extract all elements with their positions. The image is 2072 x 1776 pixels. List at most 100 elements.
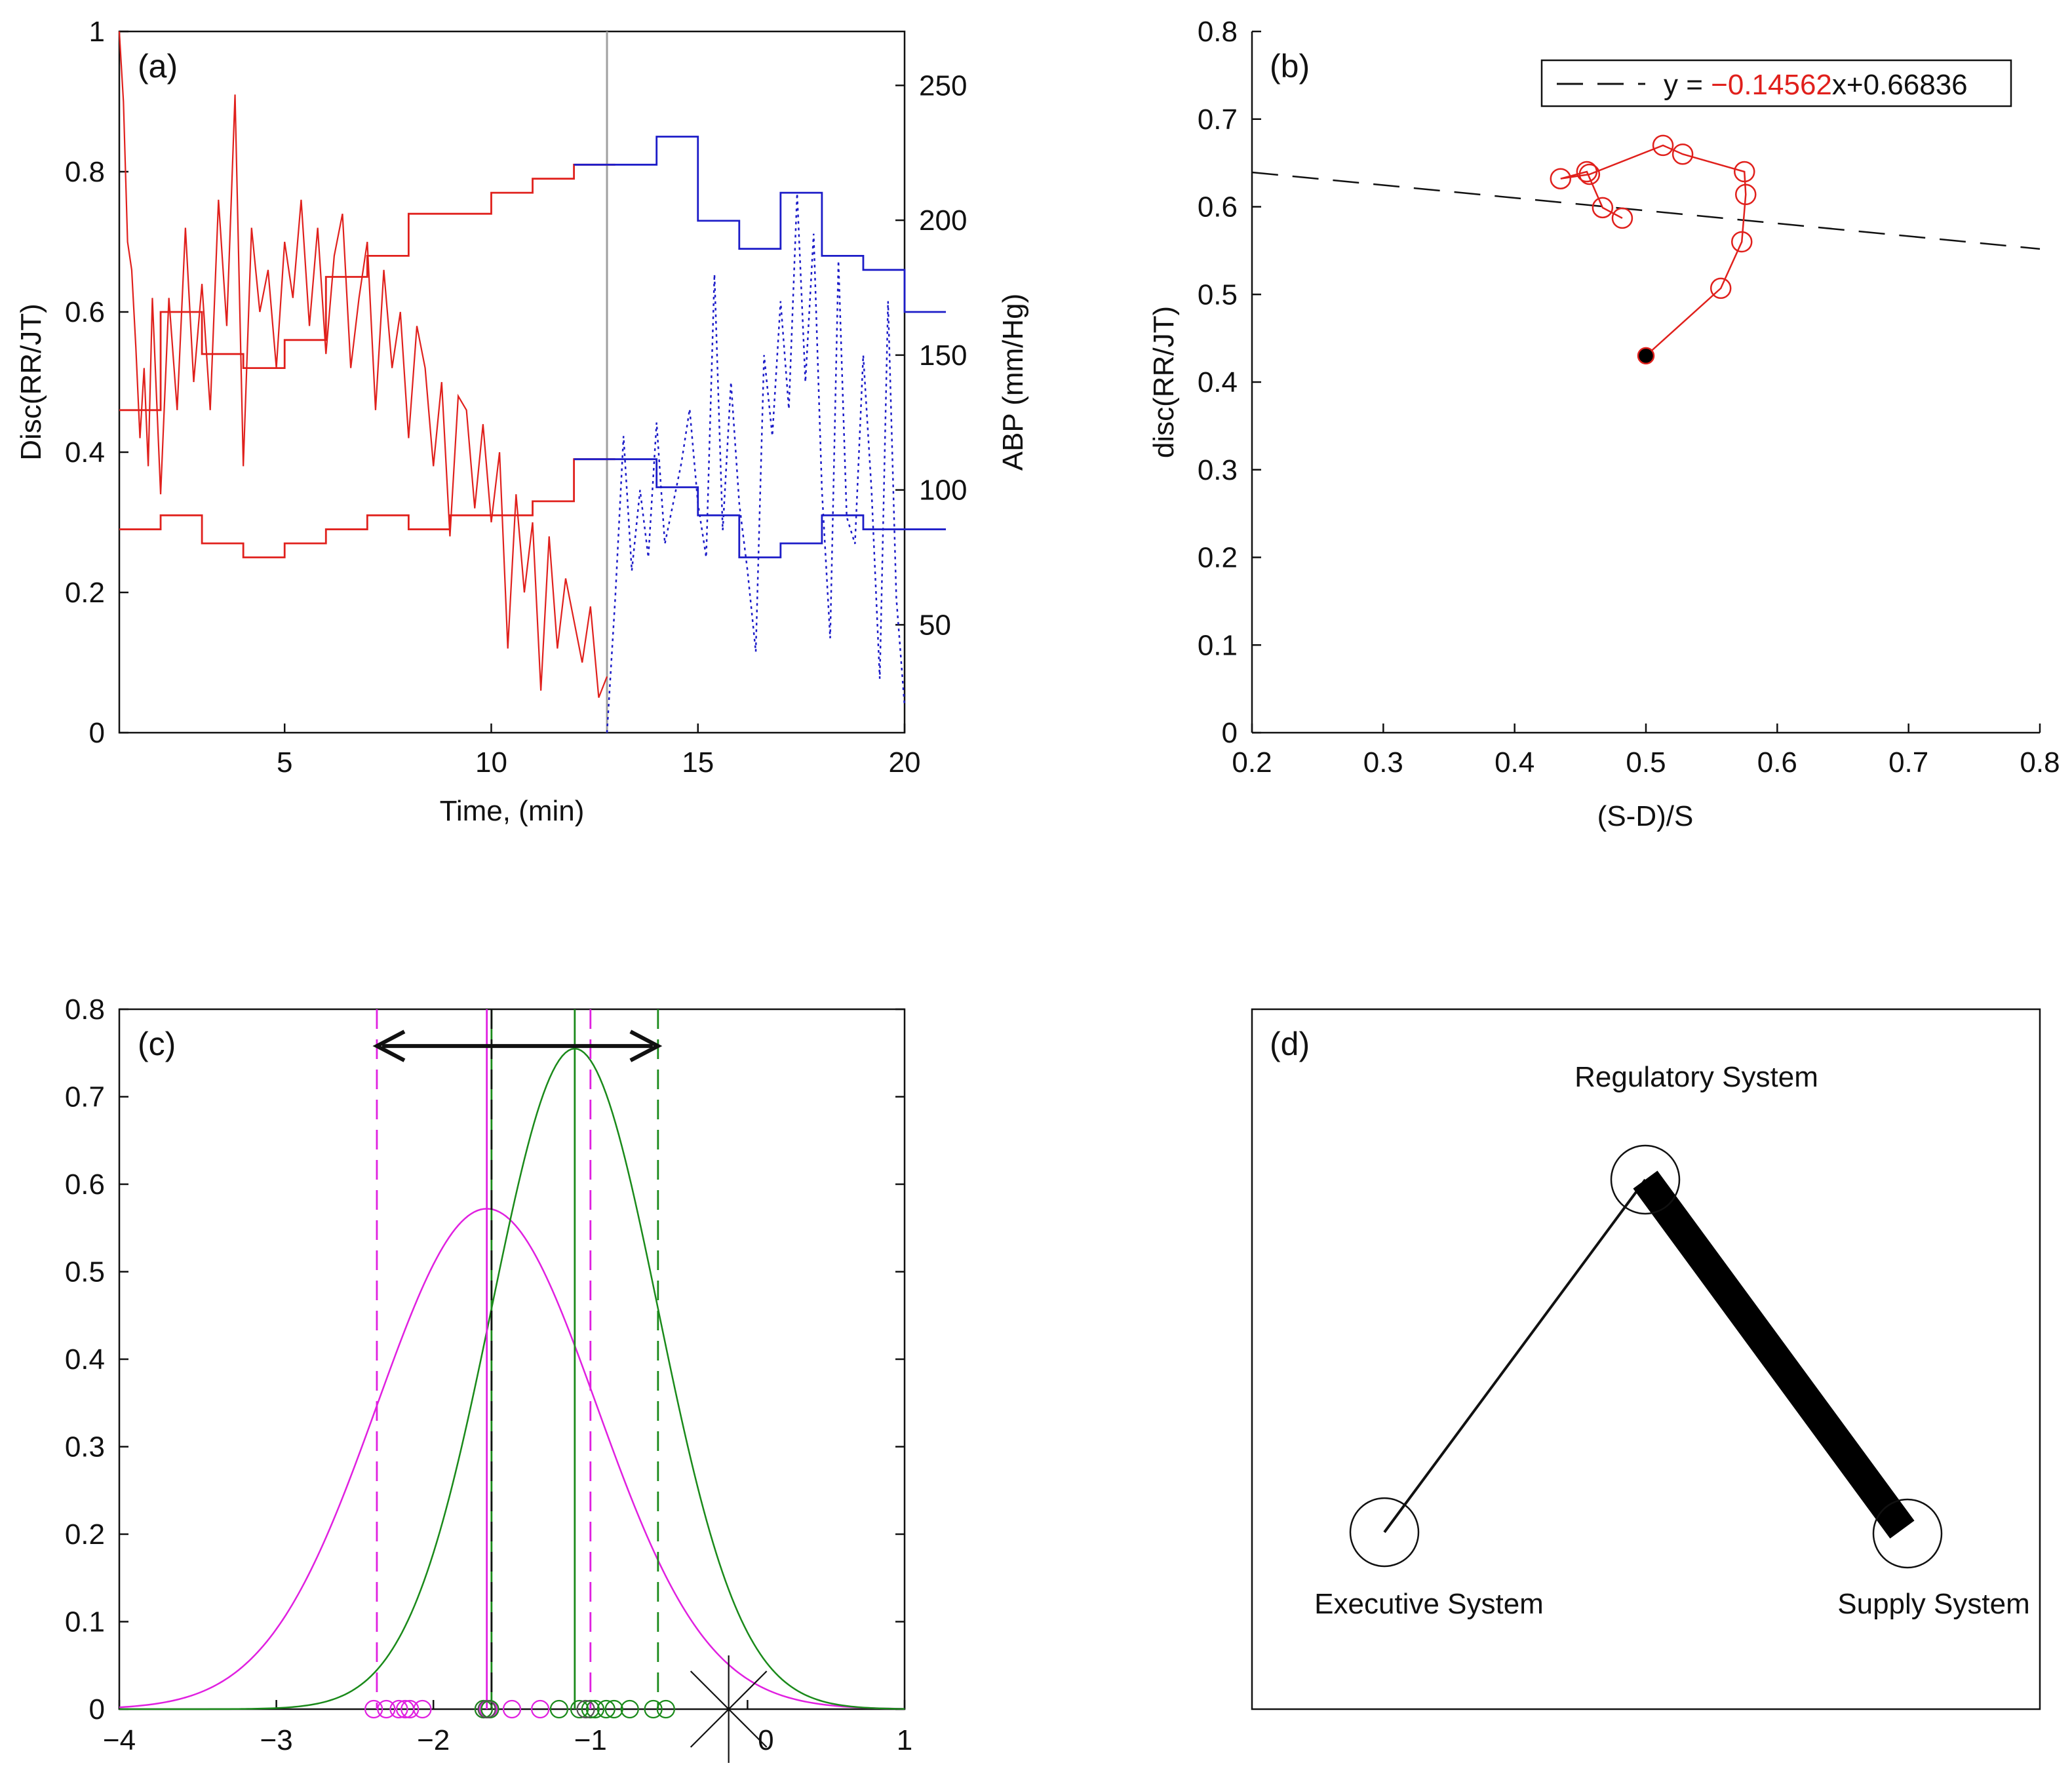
panel-a-frame (118, 30, 906, 734)
a-series-lower-red (119, 458, 616, 558)
c-point-gray-0 (477, 1699, 496, 1719)
panel-b: 0.2 0.3 0.4 0.5 0.6 0.7 0.8 0 0.1 0.2 0.3 0.4 0.5 0.6… (1148, 16, 2060, 832)
a-ytick-label-0: 0 (89, 717, 105, 749)
a-ytick-right-label-0: 50 (919, 609, 951, 641)
c-point-magenta-8 (502, 1699, 522, 1719)
b-trajectory-point-11 (1611, 207, 1633, 229)
edge-regulatory-supply (1633, 1170, 1915, 1539)
panel-b-legend-text: y = −0.14562x+0.66836 (1664, 69, 1968, 101)
b-xtick-label-4: 0.6 (1757, 746, 1797, 779)
b-trajectory-point-3 (1735, 183, 1757, 206)
panel-b-ylabel: disc(RR/JT) (1148, 306, 1180, 458)
b-trajectory-point-2 (1730, 231, 1753, 253)
c-ytick-label-8: 0.8 (65, 994, 105, 1026)
c-ytick-label-7: 0.7 (65, 1081, 105, 1113)
panel-c: −4 −3 −2 −1 0 100.10.20.30.40.50.60.70.8 (c) (65, 994, 912, 1763)
a-ytick-label-4: 0.8 (65, 156, 105, 188)
c-arrow-head-left (372, 1030, 406, 1062)
panel-b-label: (b) (1270, 48, 1310, 85)
c-ytick-label-5: 0.5 (65, 1256, 105, 1288)
panel-b-legend: y = −0.14562x+0.66836 (1540, 59, 2012, 107)
c-point-gray-1 (576, 1699, 595, 1719)
panel-b-xlabel: (S-D)/S (1597, 800, 1694, 832)
b-fit-line (1251, 171, 2041, 250)
legend-suffix: x+0.66836 (1832, 69, 1968, 101)
c-arrow-head-right (629, 1030, 663, 1062)
b-ytick-label-2: 0.2 (1198, 542, 1238, 574)
panel-d: (d) Regulatory System Executive System S… (1251, 1008, 2041, 1710)
b-trajectory-point-5 (1671, 144, 1694, 165)
a-ytick-right-label-3: 200 (919, 204, 967, 237)
b-ytick-label-0: 0 (1222, 717, 1238, 749)
b-ytick-label-1: 0.1 (1198, 629, 1238, 661)
c-point-green-7 (604, 1699, 623, 1719)
panel-c-axes: −4 −3 −2 −1 0 100.10.20.30.40.50.60.70.8 (65, 994, 912, 1756)
c-point-green-9 (644, 1699, 663, 1719)
b-ytick-label-7: 0.7 (1198, 104, 1238, 136)
c-gaussian-0 (119, 1208, 905, 1710)
c-point-green-6 (596, 1699, 616, 1719)
node-supply (1872, 1498, 1943, 1569)
c-ytick-label-6: 0.6 (65, 1168, 105, 1201)
a-series-lower-blue (574, 458, 947, 558)
node-regulatory-label: Regulatory System (1574, 1061, 1818, 1093)
a-xtick-label-0: 5 (277, 746, 292, 779)
a-ytick-right-label-1: 100 (919, 474, 967, 507)
a-ytick-label-2: 0.4 (65, 436, 105, 469)
node-supply-label: Supply System (1837, 1588, 2029, 1620)
b-trajectory-point-1 (1710, 277, 1732, 299)
a-ytick-label-5: 1 (89, 16, 105, 48)
c-gaussian-1 (119, 1047, 905, 1710)
b-xtick-label-3: 0.5 (1626, 746, 1666, 779)
panel-a-label: (a) (138, 48, 178, 85)
c-point-green-10 (656, 1699, 675, 1719)
b-xtick-label-6: 0.8 (2020, 746, 2060, 779)
node-regulatory (1610, 1144, 1681, 1215)
a-series-abp (606, 193, 906, 733)
c-point-magenta-0 (364, 1699, 383, 1719)
c-point-magenta-2 (389, 1699, 408, 1719)
c-point-magenta-4 (401, 1699, 420, 1719)
b-trajectory-point-8 (1550, 168, 1572, 189)
b-ytick-label-8: 0.8 (1198, 16, 1238, 48)
c-xtick-label-2: −2 (417, 1724, 450, 1756)
panel-c-label: (c) (138, 1026, 176, 1062)
a-ytick-right-label-4: 250 (919, 69, 967, 102)
c-point-magenta-5 (413, 1699, 432, 1719)
a-xtick-label-3: 20 (889, 746, 921, 779)
a-series-upper-blue (574, 136, 947, 313)
b-trajectory-point-6 (1652, 134, 1674, 157)
a-ytick-label-3: 0.6 (65, 296, 105, 328)
panel-d-frame (1251, 1008, 2041, 1710)
panel-a-series (118, 31, 947, 733)
c-ytick-label-2: 0.2 (65, 1518, 105, 1551)
b-ytick-label-4: 0.4 (1198, 366, 1238, 398)
c-point-green-8 (620, 1699, 639, 1719)
c-xtick-label-5: 1 (897, 1724, 912, 1756)
b-xtick-label-1: 0.3 (1363, 746, 1403, 779)
b-ytick-label-3: 0.3 (1198, 454, 1238, 486)
a-ytick-right-label-2: 150 (919, 339, 967, 372)
c-ytick-label-4: 0.4 (65, 1343, 105, 1376)
b-ytick-label-6: 0.6 (1198, 191, 1238, 223)
c-ytick-label-1: 0.1 (65, 1606, 105, 1638)
panel-b-axes: 0.2 0.3 0.4 0.5 0.6 0.7 0.8 0 0.1 0.2 0.3 0.4 0.5 0.6… (1198, 16, 2060, 779)
c-xtick-label-0: −4 (103, 1724, 136, 1756)
legend-slope: −0.14562 (1711, 69, 1832, 101)
panel-a-xlabel: Time, (min) (440, 795, 585, 827)
c-xtick-label-1: −3 (260, 1724, 293, 1756)
c-point-green-3 (570, 1699, 589, 1719)
node-executive-label: Executive System (1314, 1588, 1544, 1620)
b-trajectory-start-point (1637, 347, 1655, 365)
c-xtick-label-3: −1 (574, 1724, 607, 1756)
node-executive (1349, 1497, 1420, 1568)
c-ytick-label-3: 0.3 (65, 1431, 105, 1463)
b-trajectory-point-10 (1592, 197, 1614, 219)
b-xtick-label-0: 0.2 (1232, 746, 1272, 779)
a-series-disc (118, 31, 608, 698)
edge-executive-regulatory (1383, 1178, 1647, 1534)
a-xtick-label-1: 10 (475, 746, 507, 779)
b-xtick-label-2: 0.4 (1495, 746, 1534, 779)
panel-b-series (1251, 134, 2041, 365)
